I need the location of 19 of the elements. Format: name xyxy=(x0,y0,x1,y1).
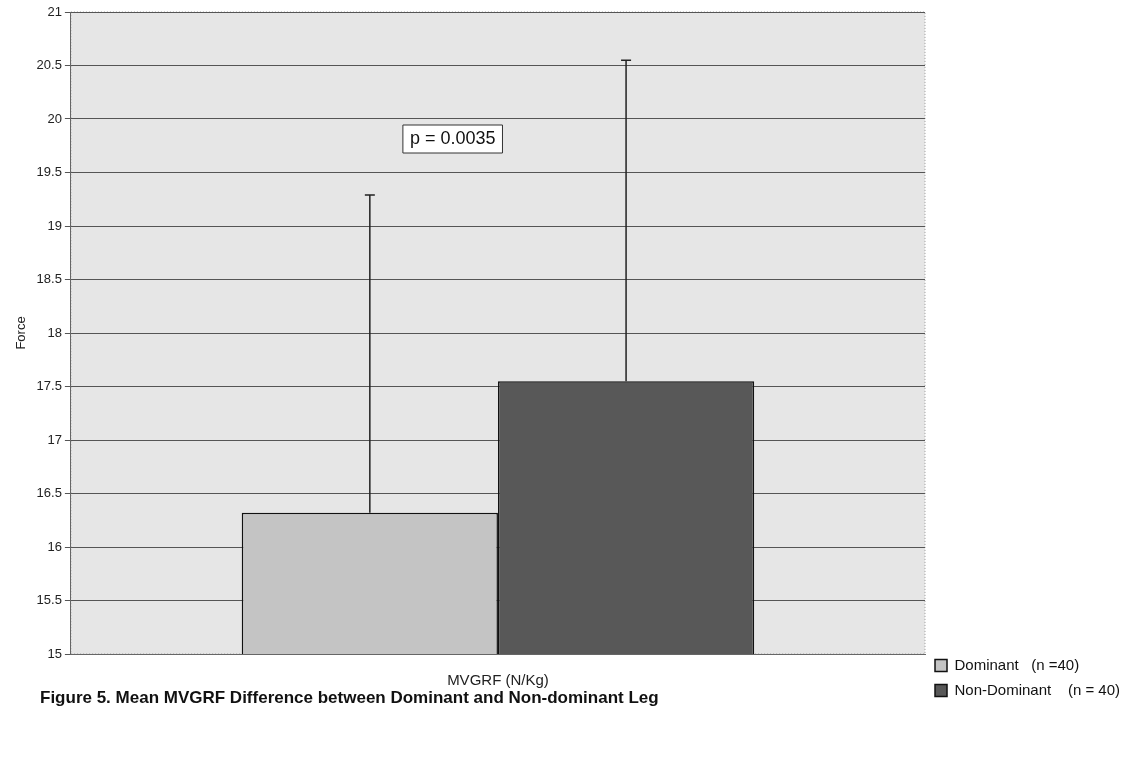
y-tick-label: 17 xyxy=(47,431,62,447)
y-tick-label: 18.5 xyxy=(36,271,62,287)
annotation: p = 0.0035 xyxy=(409,127,496,148)
y-tick-label: 17.5 xyxy=(36,378,62,394)
y-tick-label: 20 xyxy=(47,110,62,126)
y-axis-title: Force xyxy=(13,316,29,350)
legend-label: Dominant (n =40) xyxy=(954,655,1080,673)
y-tick-label: 20.5 xyxy=(36,57,62,73)
y-tick-label: 15 xyxy=(47,645,62,661)
text: Figure 5. Mean MVGRF Difference between Dominant and Non-dominant Leg xyxy=(40,688,659,708)
legend-label: Non-Dominant (n = 40) xyxy=(954,680,1121,698)
y-tick-label: 19 xyxy=(47,217,62,233)
y-tick-label: 21 xyxy=(47,3,62,19)
y-tick-label: 18 xyxy=(47,324,62,340)
y-tick-label: 19.5 xyxy=(36,164,62,180)
x-tick-label: MVGRF (N/Kg) xyxy=(447,671,549,689)
y-tick-label: 16.5 xyxy=(36,485,62,501)
y-tick-label: 15.5 xyxy=(36,592,62,608)
y-tick-label: 16 xyxy=(47,538,62,554)
